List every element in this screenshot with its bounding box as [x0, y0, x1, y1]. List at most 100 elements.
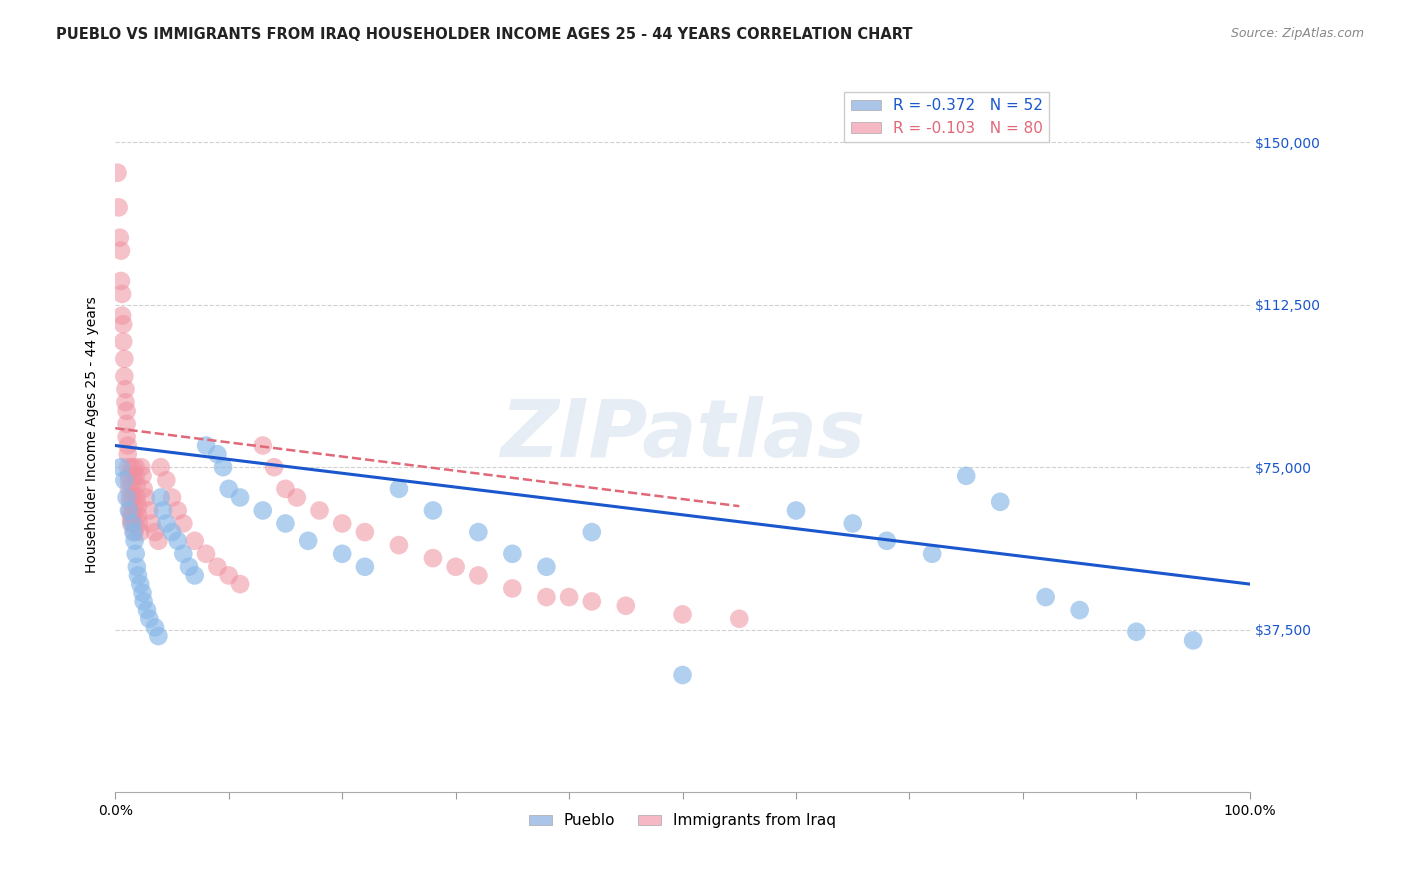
- Point: [138, 503, 160, 517]
- Point: [143, 620, 166, 634]
- Point: [122, 508, 145, 522]
- Point: [1035, 590, 1057, 604]
- Point: [728, 612, 751, 626]
- Point: [124, 516, 146, 531]
- Point: [207, 559, 229, 574]
- Point: [263, 460, 285, 475]
- Point: [229, 577, 252, 591]
- Point: [127, 499, 149, 513]
- Point: [131, 468, 153, 483]
- Point: [118, 468, 141, 483]
- Point: [160, 525, 183, 540]
- Point: [671, 607, 693, 622]
- Point: [172, 547, 194, 561]
- Point: [614, 599, 637, 613]
- Point: [988, 495, 1011, 509]
- Point: [118, 482, 141, 496]
- Point: [195, 547, 218, 561]
- Point: [501, 582, 523, 596]
- Point: [136, 603, 159, 617]
- Point: [558, 590, 581, 604]
- Point: [422, 551, 444, 566]
- Point: [388, 482, 411, 496]
- Text: PUEBLO VS IMMIGRANTS FROM IRAQ HOUSEHOLDER INCOME AGES 25 - 44 YEARS CORRELATION: PUEBLO VS IMMIGRANTS FROM IRAQ HOUSEHOLD…: [56, 27, 912, 42]
- Point: [107, 200, 129, 214]
- Point: [131, 460, 153, 475]
- Point: [125, 468, 148, 483]
- Point: [143, 525, 166, 540]
- Point: [155, 516, 177, 531]
- Point: [388, 538, 411, 552]
- Point: [118, 503, 141, 517]
- Point: [112, 351, 135, 366]
- Point: [111, 309, 134, 323]
- Point: [166, 503, 188, 517]
- Point: [131, 586, 153, 600]
- Point: [120, 508, 142, 522]
- Point: [110, 460, 132, 475]
- Point: [501, 547, 523, 561]
- Point: [536, 590, 558, 604]
- Point: [108, 230, 131, 244]
- Point: [195, 438, 218, 452]
- Point: [125, 477, 148, 491]
- Point: [536, 559, 558, 574]
- Point: [467, 568, 489, 582]
- Point: [117, 447, 139, 461]
- Point: [444, 559, 467, 574]
- Point: [118, 491, 141, 505]
- Point: [785, 503, 807, 517]
- Point: [308, 503, 330, 517]
- Point: [121, 468, 143, 483]
- Point: [125, 547, 148, 561]
- Point: [127, 508, 149, 522]
- Point: [132, 594, 155, 608]
- Point: [148, 533, 170, 548]
- Point: [112, 369, 135, 384]
- Point: [110, 274, 132, 288]
- Point: [330, 547, 353, 561]
- Point: [115, 404, 138, 418]
- Point: [129, 577, 152, 591]
- Point: [120, 512, 142, 526]
- Point: [152, 503, 174, 517]
- Point: [581, 525, 603, 540]
- Point: [128, 516, 150, 531]
- Point: [274, 482, 297, 496]
- Point: [297, 533, 319, 548]
- Point: [274, 516, 297, 531]
- Point: [125, 559, 148, 574]
- Point: [112, 473, 135, 487]
- Point: [118, 503, 141, 517]
- Legend: Pueblo, Immigrants from Iraq: Pueblo, Immigrants from Iraq: [523, 807, 842, 834]
- Point: [671, 668, 693, 682]
- Point: [183, 568, 205, 582]
- Point: [124, 533, 146, 548]
- Point: [138, 612, 160, 626]
- Y-axis label: Householder Income Ages 25 - 44 years: Householder Income Ages 25 - 44 years: [86, 296, 100, 573]
- Point: [177, 559, 200, 574]
- Point: [1069, 603, 1091, 617]
- Point: [581, 594, 603, 608]
- Point: [1182, 633, 1205, 648]
- Point: [112, 334, 135, 349]
- Point: [121, 460, 143, 475]
- Point: [842, 516, 865, 531]
- Point: [118, 495, 141, 509]
- Point: [115, 491, 138, 505]
- Point: [160, 491, 183, 505]
- Point: [285, 491, 308, 505]
- Point: [148, 629, 170, 643]
- Point: [1125, 624, 1147, 639]
- Point: [111, 287, 134, 301]
- Point: [127, 568, 149, 582]
- Point: [218, 482, 240, 496]
- Point: [117, 460, 139, 475]
- Point: [149, 491, 172, 505]
- Point: [166, 533, 188, 548]
- Point: [110, 244, 132, 258]
- Point: [107, 166, 129, 180]
- Text: ZIPatlas: ZIPatlas: [501, 396, 865, 474]
- Point: [921, 547, 943, 561]
- Point: [207, 447, 229, 461]
